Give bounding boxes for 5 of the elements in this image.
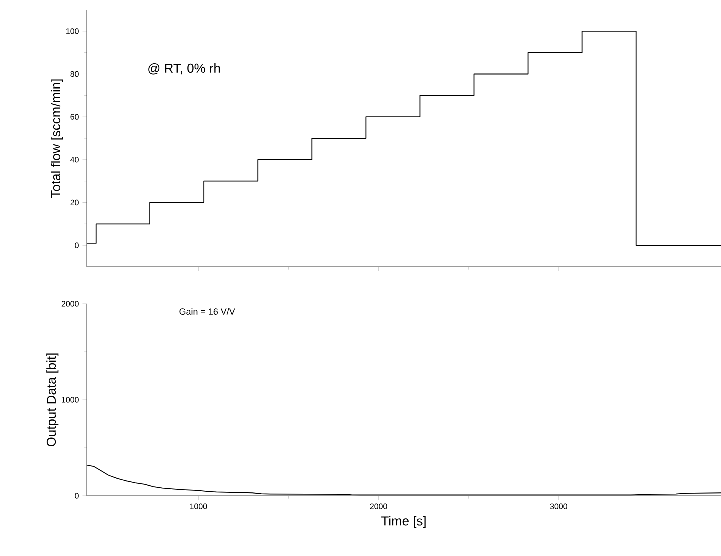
annotation: Gain = 16 V/V (180, 308, 236, 315)
y-axis-title: Output Data [bit] (46, 354, 59, 447)
annotation: @ RT, 0% rh (148, 64, 220, 75)
y-axis-title: Total flow [sccm/min] (51, 80, 64, 198)
x-axis-title: Time [s] (382, 516, 426, 528)
